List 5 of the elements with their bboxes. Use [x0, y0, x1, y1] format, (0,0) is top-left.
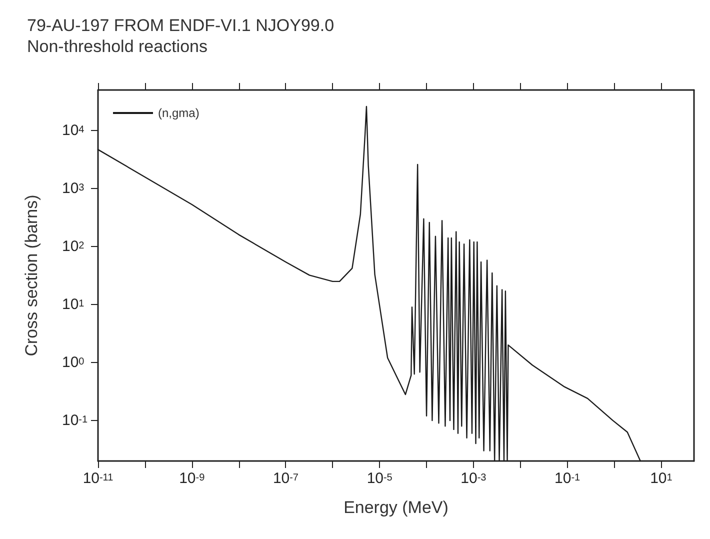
y-axis-title: Cross section (barns) — [22, 194, 41, 356]
chart-title: 79-AU-197 FROM ENDF-VI.1 NJOY99.0 — [27, 16, 334, 35]
x-axis-title: Energy (MeV) — [344, 498, 448, 517]
chart-subtitle: Non-threshold reactions — [27, 37, 208, 56]
legend-label: (n,gma) — [158, 106, 200, 120]
